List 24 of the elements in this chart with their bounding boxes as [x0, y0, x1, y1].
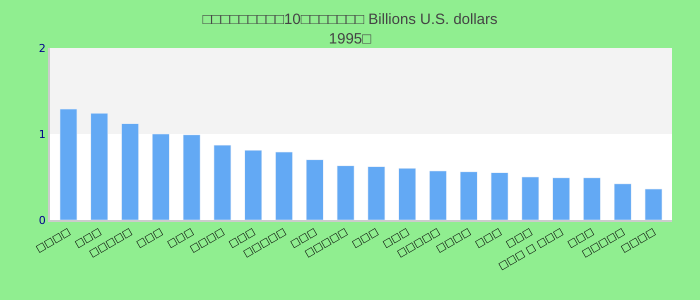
bar — [644, 188, 662, 220]
bar — [368, 166, 386, 220]
bar — [182, 134, 200, 220]
bar — [306, 160, 324, 220]
y-tick-label: 1 — [38, 128, 46, 141]
bar — [429, 170, 447, 220]
bar — [522, 176, 540, 220]
bar — [275, 152, 293, 220]
bar — [552, 178, 570, 220]
y-tick-label: 2 — [38, 42, 46, 55]
bar — [90, 113, 108, 220]
bar — [583, 178, 601, 220]
bar — [336, 166, 354, 220]
bar — [121, 123, 139, 220]
bar — [398, 168, 416, 220]
bar — [490, 172, 508, 220]
chart-title: □□□□□□□□□10□□□□□□□ Billions U.S. dollars 1995□ — [202, 11, 498, 48]
bar — [460, 172, 478, 220]
y-tick-label: 0 — [38, 214, 46, 227]
bar — [244, 150, 262, 220]
bar — [214, 144, 232, 220]
bar — [60, 108, 78, 220]
bar — [152, 134, 170, 220]
bar — [614, 184, 632, 220]
